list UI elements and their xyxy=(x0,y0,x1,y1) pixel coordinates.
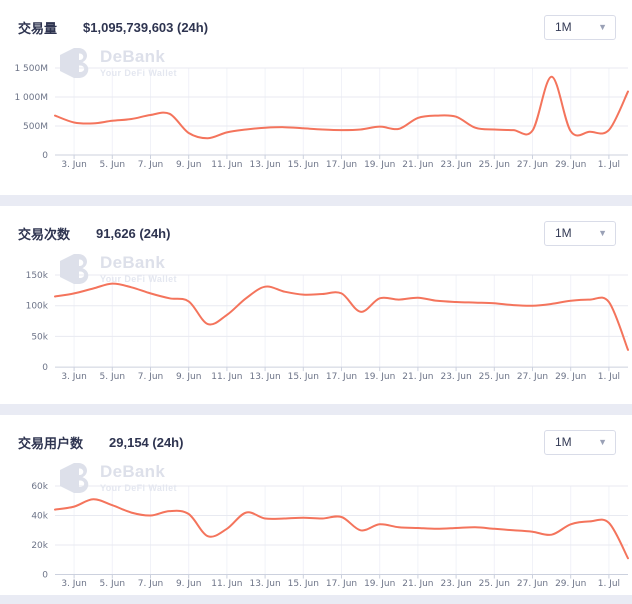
svg-text:19. Jun: 19. Jun xyxy=(364,372,395,382)
panel-header: 交易次数 91,626 (24h) 1M ▼ xyxy=(0,206,632,250)
range-select-value: 1M xyxy=(555,435,572,449)
svg-text:9. Jun: 9. Jun xyxy=(176,160,202,170)
chart-area-users: DeBank Your DeFi Wallet 0 20k 40k 60k 3. Jun… xyxy=(0,459,632,595)
svg-text:27. Jun: 27. Jun xyxy=(517,372,548,382)
svg-text:0: 0 xyxy=(42,151,48,161)
svg-text:3. Jun: 3. Jun xyxy=(61,579,87,589)
line-chart-count[interactable]: 0 50k 100k 150k 3. Jun 5. Jun 7. Jun 9. Jun 11. … xyxy=(0,250,632,404)
svg-text:7. Jun: 7. Jun xyxy=(138,579,164,589)
svg-text:7. Jun: 7. Jun xyxy=(138,372,164,382)
chart-area-count: DeBank Your DeFi Wallet 0 50k 100k 150k 3. J… xyxy=(0,250,632,404)
svg-text:1. Jul: 1. Jul xyxy=(598,579,620,589)
svg-text:25. Jun: 25. Jun xyxy=(479,372,510,382)
svg-text:29. Jun: 29. Jun xyxy=(555,579,586,589)
chart-area-volume: DeBank Your DeFi Wallet 0 500M 1 000M 1 500… xyxy=(0,44,632,195)
svg-text:23. Jun: 23. Jun xyxy=(440,160,471,170)
svg-text:15. Jun: 15. Jun xyxy=(288,372,319,382)
svg-text:5. Jun: 5. Jun xyxy=(100,160,126,170)
range-select-value: 1M xyxy=(555,20,572,34)
svg-text:50k: 50k xyxy=(31,332,48,342)
panel-title: 交易用户数 xyxy=(18,435,84,451)
svg-text:7. Jun: 7. Jun xyxy=(138,160,164,170)
svg-text:1. Jul: 1. Jul xyxy=(598,160,620,170)
range-select-value: 1M xyxy=(555,226,572,240)
panel-header: 交易量 $1,095,739,603 (24h) 1M ▼ xyxy=(0,0,632,44)
panel-value: $1,095,739,603 (24h) xyxy=(83,19,209,35)
range-select-dropdown[interactable]: 1M ▼ xyxy=(544,14,616,40)
svg-text:27. Jun: 27. Jun xyxy=(517,160,548,170)
chevron-down-icon: ▼ xyxy=(598,21,607,32)
line-chart-users[interactable]: 0 20k 40k 60k 3. Jun 5. Jun 7. Jun 9. Jun 11. Ju… xyxy=(0,459,632,595)
svg-text:60k: 60k xyxy=(31,482,48,492)
range-select-dropdown[interactable]: 1M ▼ xyxy=(544,220,616,246)
panel-trade-count: 交易次数 91,626 (24h) 1M ▼ DeBank Your DeFi … xyxy=(0,206,632,404)
svg-text:20k: 20k xyxy=(31,541,48,551)
svg-text:27. Jun: 27. Jun xyxy=(517,579,548,589)
panel-header: 交易用户数 29,154 (24h) 1M ▼ xyxy=(0,415,632,459)
svg-text:21. Jun: 21. Jun xyxy=(402,579,433,589)
panel-title: 交易次数 xyxy=(18,226,71,242)
section-divider xyxy=(0,195,632,206)
svg-text:15. Jun: 15. Jun xyxy=(288,160,319,170)
svg-text:25. Jun: 25. Jun xyxy=(479,579,510,589)
svg-text:17. Jun: 17. Jun xyxy=(326,372,357,382)
svg-text:1. Jul: 1. Jul xyxy=(598,372,620,382)
section-divider xyxy=(0,595,632,604)
svg-text:100k: 100k xyxy=(26,302,49,312)
svg-text:500M: 500M xyxy=(23,122,48,132)
chevron-down-icon: ▼ xyxy=(598,227,607,238)
svg-text:9. Jun: 9. Jun xyxy=(176,372,202,382)
svg-text:17. Jun: 17. Jun xyxy=(326,160,357,170)
svg-text:15. Jun: 15. Jun xyxy=(288,579,319,589)
svg-text:1 500M: 1 500M xyxy=(14,64,48,74)
svg-text:3. Jun: 3. Jun xyxy=(61,160,87,170)
svg-text:11. Jun: 11. Jun xyxy=(211,579,242,589)
svg-text:21. Jun: 21. Jun xyxy=(402,160,433,170)
svg-text:19. Jun: 19. Jun xyxy=(364,579,395,589)
panel-trade-users: 交易用户数 29,154 (24h) 1M ▼ DeBank Your DeFi… xyxy=(0,415,632,595)
svg-text:13. Jun: 13. Jun xyxy=(249,372,280,382)
svg-text:29. Jun: 29. Jun xyxy=(555,372,586,382)
svg-text:0: 0 xyxy=(42,571,48,581)
svg-text:5. Jun: 5. Jun xyxy=(100,372,126,382)
svg-text:1 000M: 1 000M xyxy=(14,93,48,103)
svg-text:150k: 150k xyxy=(26,271,49,281)
svg-text:29. Jun: 29. Jun xyxy=(555,160,586,170)
svg-text:19. Jun: 19. Jun xyxy=(364,160,395,170)
svg-text:5. Jun: 5. Jun xyxy=(100,579,126,589)
svg-text:11. Jun: 11. Jun xyxy=(211,372,242,382)
svg-text:23. Jun: 23. Jun xyxy=(440,372,471,382)
panel-title: 交易量 xyxy=(18,20,58,36)
svg-text:21. Jun: 21. Jun xyxy=(402,372,433,382)
svg-text:23. Jun: 23. Jun xyxy=(440,579,471,589)
svg-text:25. Jun: 25. Jun xyxy=(479,160,510,170)
panel-value: 91,626 (24h) xyxy=(96,225,171,241)
svg-text:11. Jun: 11. Jun xyxy=(211,160,242,170)
svg-text:9. Jun: 9. Jun xyxy=(176,579,202,589)
svg-text:0: 0 xyxy=(42,363,48,373)
svg-text:13. Jun: 13. Jun xyxy=(249,579,280,589)
svg-text:17. Jun: 17. Jun xyxy=(326,579,357,589)
panel-value: 29,154 (24h) xyxy=(109,434,184,450)
chevron-down-icon: ▼ xyxy=(598,436,607,447)
line-chart-volume[interactable]: 0 500M 1 000M 1 500M 3. Jun 5. Jun 7. Jun 9. Ju… xyxy=(0,44,632,195)
range-select-dropdown[interactable]: 1M ▼ xyxy=(544,429,616,455)
section-divider xyxy=(0,404,632,415)
svg-text:13. Jun: 13. Jun xyxy=(249,160,280,170)
panel-trade-volume: 交易量 $1,095,739,603 (24h) 1M ▼ DeBank You… xyxy=(0,0,632,195)
svg-text:3. Jun: 3. Jun xyxy=(61,372,87,382)
svg-text:40k: 40k xyxy=(31,512,48,522)
